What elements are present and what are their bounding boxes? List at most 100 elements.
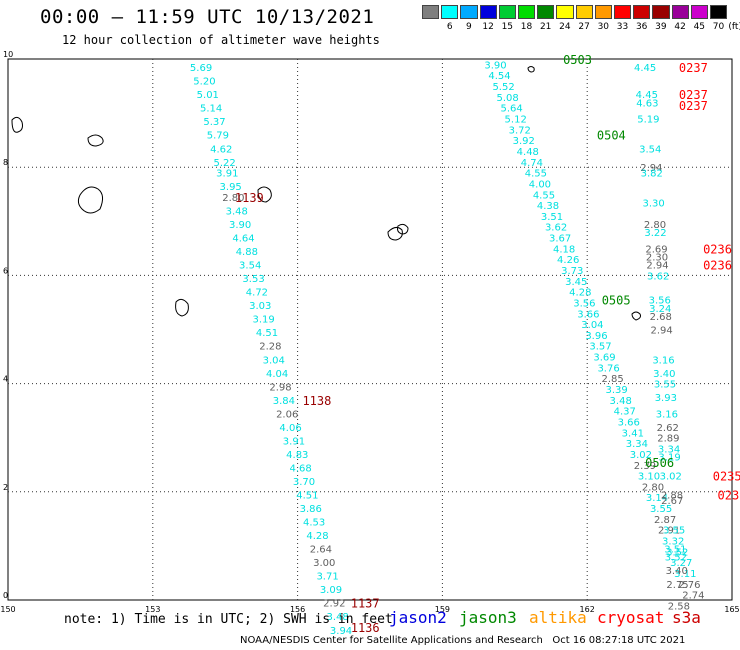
wave-height-label: 3.54	[239, 261, 261, 272]
wave-height-label: 3.70	[293, 477, 315, 488]
legend-label: 12	[482, 22, 494, 32]
wave-height-label: 3.02	[660, 472, 682, 483]
wave-height-label: 3.71	[316, 572, 338, 583]
wave-height-label: 3.51	[541, 212, 563, 223]
wave-height-label: 3.30	[642, 198, 664, 209]
x-tick-label: 162	[580, 605, 595, 614]
legend-label: 18	[520, 22, 533, 32]
wave-height-label: 2.64	[310, 545, 332, 556]
wave-height-label: 3.66	[577, 309, 599, 320]
wave-height-label: 3.09	[320, 585, 342, 596]
map-subtitle: 12 hour collection of altimeter wave hei…	[62, 33, 380, 47]
y-tick-label: 8	[3, 158, 8, 167]
wave-height-label: 4.72	[246, 288, 268, 299]
wave-height-label: 4.51	[256, 328, 278, 339]
x-tick-label: 153	[145, 605, 160, 614]
legend-label: 70	[712, 22, 725, 32]
pass-time-label: 0235	[713, 470, 740, 484]
wave-height-label: 3.48	[226, 206, 248, 217]
wave-height-label: 3.03	[249, 301, 271, 312]
wave-height-label: 3.90	[229, 220, 251, 231]
wave-height-label: 3.96	[585, 331, 607, 342]
pass-time-label: 0237	[679, 99, 708, 113]
wave-height-label: 3.14	[646, 493, 668, 504]
wave-height-label: 3.82	[641, 169, 663, 180]
wave-height-label: 2.39	[634, 461, 656, 472]
wave-height-label: 2.06	[276, 409, 298, 420]
wave-height-label: 3.16	[656, 409, 678, 420]
wave-height-label: 3.72	[509, 125, 531, 136]
legend-label: 36	[635, 22, 648, 32]
x-tick-label: 165	[724, 605, 739, 614]
wave-height-label: 2.87	[654, 515, 676, 526]
wave-height-label: 3.51	[664, 545, 686, 556]
island-outline	[257, 186, 272, 203]
y-tick-label: 6	[3, 266, 8, 275]
wave-height-label: 4.45	[636, 90, 658, 101]
wave-height-label: 3.86	[300, 504, 322, 515]
legend-label: 27	[578, 22, 590, 32]
wave-height-label: 3.11	[674, 569, 696, 580]
pass-time-label: 1139	[235, 191, 264, 205]
wave-height-label: 3.62	[647, 271, 669, 282]
wave-height-label: 2.98	[269, 382, 291, 393]
wave-height-label: 4.83	[286, 450, 308, 461]
legend-swatch	[594, 5, 613, 19]
wave-height-label: 3.45	[565, 277, 587, 288]
wave-height-label: 2.85	[601, 374, 623, 385]
wave-height-label: 3.19	[253, 315, 275, 326]
legend-label: 30	[597, 22, 610, 32]
wave-height-label: 3.91	[283, 436, 305, 447]
legend-label: 9	[466, 22, 472, 32]
wave-height-label: 2.91	[658, 526, 680, 537]
pass-time-label: 0504	[597, 129, 626, 143]
wave-height-label: 2.58	[668, 601, 690, 612]
wave-height-label: 4.28	[569, 288, 591, 299]
pass-time-label: 1138	[302, 394, 331, 408]
wave-height-label: 3.41	[622, 428, 644, 439]
legend-swatch	[422, 5, 440, 19]
wave-height-label: 3.52	[666, 547, 688, 558]
wave-height-label: 4.53	[303, 518, 325, 529]
pass-time-label: 0503	[563, 53, 592, 67]
wave-height-label: 4.63	[636, 98, 658, 109]
pass-time-label: 1137	[351, 597, 380, 611]
pass-time-label: 0506	[645, 456, 674, 470]
wave-height-label: 3.22	[644, 228, 666, 239]
island-outline	[387, 226, 403, 241]
legend-label: 6	[446, 22, 453, 32]
wave-height-label: 3.84	[273, 396, 295, 407]
legend-label: 33	[616, 22, 629, 32]
footer-note: note: 1) Time is in UTC; 2) SWH is in fe…	[64, 612, 393, 627]
wave-height-label: 2.80	[642, 482, 664, 493]
wave-height-label: 4.18	[553, 244, 575, 255]
wave-height-label: 2.89	[657, 434, 679, 445]
legend-swatch	[614, 5, 632, 19]
wave-height-label: 3.93	[655, 393, 677, 404]
wave-height-label: 3.27	[670, 558, 692, 569]
wave-height-label: 3.66	[618, 417, 640, 428]
legend-swatch	[537, 5, 555, 19]
wave-height-label: 3.76	[597, 363, 619, 374]
wave-height-label: 4.00	[529, 179, 551, 190]
legend-swatch	[690, 5, 709, 19]
legend-swatch	[518, 5, 536, 19]
wave-height-label: 3.55	[654, 380, 676, 391]
island-outline	[77, 186, 104, 214]
wave-height-label: 5.20	[193, 77, 215, 88]
wave-height-label: 5.14	[200, 104, 222, 115]
wave-height-label: 3.62	[545, 223, 567, 234]
map-title: 00:00 – 11:59 UTC 10/13/2021	[40, 6, 375, 28]
legend-label: 42	[674, 22, 686, 32]
x-tick-label: 159	[435, 605, 450, 614]
wave-height-label: 4.48	[517, 147, 539, 158]
wave-height-label: 3.00	[313, 558, 335, 569]
wave-height-label: 5.69	[190, 63, 212, 74]
x-tick-label: 150	[0, 605, 15, 614]
wave-height-label: 3.48	[327, 612, 349, 623]
wave-height-label: 3.04	[263, 355, 285, 366]
wave-height-label: 3.02	[630, 450, 652, 461]
legend-swatch	[498, 5, 517, 19]
wave-height-label: 3.34	[626, 439, 648, 450]
wave-height-label: 2.80	[222, 193, 244, 204]
